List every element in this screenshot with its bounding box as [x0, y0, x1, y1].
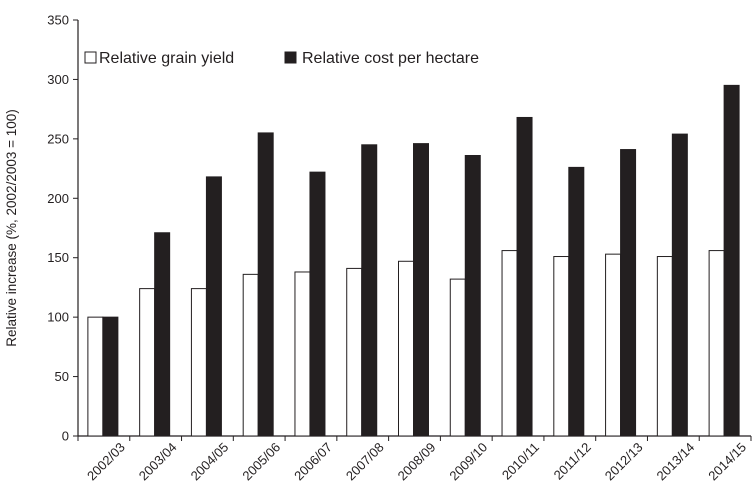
bar-cost-per-hectare — [257, 132, 274, 437]
y-tick-label: 250 — [47, 131, 69, 146]
x-axis: 2002/03 2003/04 2004/05 2005/06 2006/07 2007/… — [77, 435, 752, 484]
x-tick-label: 2005/06 — [239, 440, 283, 484]
x-tick-label: 2004/05 — [188, 440, 232, 484]
bar-grain-yield — [294, 271, 311, 437]
bar-grain-yield — [346, 267, 363, 437]
bar-cost-per-hectare — [361, 144, 378, 437]
bar-grain-yield — [449, 278, 466, 437]
bar-cost-per-hectare — [671, 133, 688, 437]
bar-cost-per-hectare — [620, 149, 637, 437]
bar-grain-yield — [553, 256, 570, 437]
x-tick-label: 2011/12 — [551, 440, 594, 483]
legend-swatch-cost-per-hectare — [284, 51, 297, 64]
y-axis: 0 50 100 150 200 250 300 350 — [47, 13, 79, 444]
y-tick-label: 350 — [47, 13, 69, 28]
y-tick-label: 150 — [47, 250, 69, 265]
x-tick-label: 2002/03 — [84, 440, 128, 484]
bar-cost-per-hectare — [309, 171, 326, 437]
legend-swatch-grain-yield — [84, 51, 97, 64]
y-tick-label: 0 — [62, 429, 69, 444]
bar-cost-per-hectare — [205, 176, 222, 437]
bar-grain-yield — [190, 288, 207, 437]
bar-cost-per-hectare — [154, 232, 171, 437]
y-tick-label: 50 — [55, 369, 69, 384]
legend-label-cost-per-hectare: Relative cost per hectare — [302, 50, 479, 67]
bar-cost-per-hectare — [413, 143, 429, 437]
y-axis-title: Relative increase (%, 2002/2003 = 100) — [4, 109, 19, 347]
x-tick-label: 2014/15 — [705, 440, 749, 484]
bar-grain-yield — [242, 273, 259, 437]
bar-grain-yield — [708, 250, 725, 437]
y-tick-label: 100 — [47, 310, 69, 325]
bar-grain-yield — [139, 288, 156, 437]
bar-cost-per-hectare — [723, 84, 740, 437]
x-tick-label: 2003/04 — [136, 440, 180, 484]
bar-cost-per-hectare — [568, 166, 585, 437]
x-tick-label: 2013/14 — [654, 440, 698, 484]
y-tick-label: 300 — [47, 72, 69, 87]
x-tick-label: 2007/08 — [343, 440, 387, 484]
x-tick-label: 2008/09 — [395, 440, 439, 484]
legend: Relative grain yield Relative cost per h… — [84, 50, 479, 67]
bar-cost-per-hectare — [102, 316, 119, 437]
bar-grain-yield — [605, 253, 622, 437]
bar-cost-per-hectare — [516, 116, 533, 437]
x-tick-label: 2006/07 — [291, 440, 335, 484]
bars — [87, 84, 740, 437]
bar-grain-yield — [398, 260, 414, 437]
bar-grain-yield — [87, 316, 104, 437]
x-tick-label: 2009/10 — [446, 440, 490, 484]
legend-label-grain-yield: Relative grain yield — [99, 50, 234, 67]
bar-cost-per-hectare — [464, 154, 481, 437]
y-tick-label: 200 — [47, 191, 69, 206]
bar-grain-yield — [501, 250, 518, 437]
bar-grain-yield — [656, 256, 673, 437]
x-tick-label: 2010/11 — [499, 440, 542, 483]
x-tick-label: 2012/13 — [602, 440, 646, 484]
